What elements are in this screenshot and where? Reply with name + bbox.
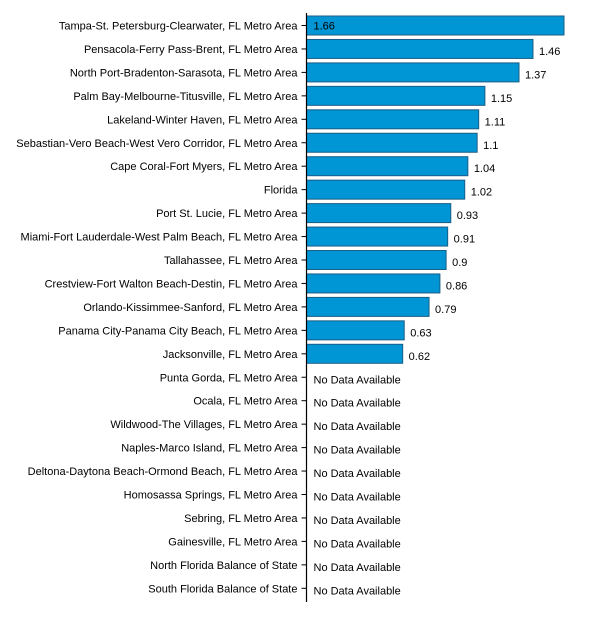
no-data-label: No Data Available — [314, 374, 401, 386]
data-label: 0.91 — [454, 234, 475, 246]
category-label: Palm Bay-Melbourne-Titusville, FL Metro … — [73, 91, 298, 103]
data-label: 0.63 — [410, 327, 431, 339]
data-label: 0.86 — [446, 280, 467, 292]
bar — [306, 226, 449, 247]
category-label: Tampa-St. Petersburg-Clearwater, FL Metr… — [59, 21, 299, 33]
no-data-label: No Data Available — [314, 515, 401, 527]
bar — [306, 296, 430, 317]
category-label: Panama City-Panama City Beach, FL Metro … — [58, 325, 298, 337]
no-data-label: No Data Available — [314, 445, 401, 457]
category-label: Deltona-Daytona Beach-Ormond Beach, FL M… — [28, 466, 299, 478]
data-label: 1.46 — [539, 46, 560, 58]
category-label: Wildwood-The Villages, FL Metro Area — [110, 419, 298, 431]
bar — [306, 38, 534, 59]
bar — [306, 132, 478, 153]
data-label: 1.1 — [483, 140, 498, 152]
category-label: Tallahassee, FL Metro Area — [164, 255, 298, 267]
no-data-label: No Data Available — [314, 492, 401, 504]
category-label: Orlando-Kissimmee-Sanford, FL Metro Area — [83, 302, 298, 314]
no-data-label: No Data Available — [314, 562, 401, 574]
data-label: 1.37 — [525, 69, 546, 81]
data-label: 1.02 — [471, 187, 492, 199]
bar — [306, 15, 565, 36]
category-label: Punta Gorda, FL Metro Area — [160, 372, 299, 384]
bar — [306, 320, 405, 341]
bar — [306, 109, 480, 130]
category-label: Miami-Fort Lauderdale-West Palm Beach, F… — [21, 232, 299, 244]
category-label: Pensacola-Ferry Pass-Brent, FL Metro Are… — [84, 44, 298, 56]
category-label: Sebastian-Vero Beach-West Vero Corridor,… — [16, 138, 298, 150]
data-label: 0.93 — [457, 210, 478, 222]
bar — [306, 85, 486, 106]
category-label: Naples-Marco Island, FL Metro Area — [121, 443, 298, 455]
data-label: 0.9 — [452, 257, 467, 269]
data-label: 0.62 — [409, 351, 430, 363]
no-data-label: No Data Available — [314, 538, 401, 550]
category-label: South Florida Balance of State — [148, 583, 297, 595]
bar — [306, 156, 469, 177]
category-label: Florida — [264, 185, 299, 197]
bar — [306, 273, 441, 294]
category-label: North Port-Bradenton-Sarasota, FL Metro … — [70, 67, 299, 79]
category-label: Homosassa Springs, FL Metro Area — [124, 490, 299, 502]
category-label: Gainesville, FL Metro Area — [168, 536, 298, 548]
category-label: Jacksonville, FL Metro Area — [163, 349, 299, 361]
data-label: 1.04 — [474, 163, 495, 175]
category-label: Lakeland-Winter Haven, FL Metro Area — [107, 114, 298, 126]
category-label: Port St. Lucie, FL Metro Area — [156, 208, 298, 220]
bar — [306, 203, 452, 224]
bar — [306, 62, 520, 83]
no-data-label: No Data Available — [314, 468, 401, 480]
data-label: 0.79 — [435, 304, 456, 316]
no-data-label: No Data Available — [314, 585, 401, 597]
data-label: 1.66 — [314, 21, 335, 33]
data-label: 1.11 — [485, 116, 506, 128]
category-label: Sebring, FL Metro Area — [184, 513, 298, 525]
category-label: Ocala, FL Metro Area — [193, 396, 298, 408]
no-data-label: No Data Available — [314, 398, 401, 410]
bar — [306, 250, 447, 270]
bar — [306, 343, 404, 364]
category-label: Crestview-Fort Walton Beach-Destin, FL M… — [45, 278, 299, 290]
bar — [306, 179, 466, 200]
category-label: Cape Coral-Fort Myers, FL Metro Area — [110, 161, 298, 173]
no-data-label: No Data Available — [314, 421, 401, 433]
category-label: North Florida Balance of State — [150, 560, 297, 572]
data-label: 1.15 — [491, 93, 512, 105]
